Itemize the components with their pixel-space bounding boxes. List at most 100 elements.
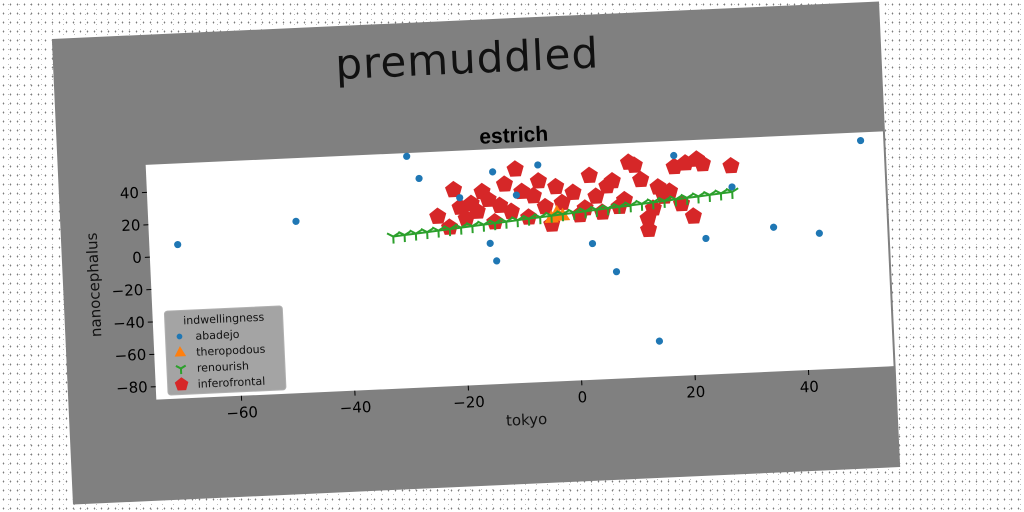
legend: indwellingnessabadejotheropodousrenouris…	[163, 305, 287, 396]
point-abadejo	[403, 152, 411, 160]
x-axis-label: tokyo	[506, 410, 548, 430]
point-renourish	[510, 215, 525, 228]
y-tick-label: −80	[116, 378, 148, 397]
point-renourish	[691, 191, 705, 204]
point-abadejo	[486, 239, 494, 247]
point-renourish	[420, 227, 434, 240]
point-renourish	[725, 187, 739, 199]
point-abadejo	[588, 239, 597, 248]
legend-title: indwellingness	[183, 311, 265, 328]
point-inferofrontal	[529, 172, 547, 189]
point-inferofrontal	[429, 207, 447, 225]
x-tick-label: −40	[339, 398, 371, 417]
point-renourish	[443, 224, 457, 237]
point-renourish	[646, 197, 660, 210]
x-tick-label: 20	[686, 383, 706, 402]
point-abadejo	[415, 174, 423, 183]
point-inferofrontal	[640, 220, 658, 238]
series-abadejo	[174, 136, 865, 345]
point-inferofrontal	[520, 208, 538, 225]
point-inferofrontal	[660, 182, 679, 199]
legend-label-abadejo: abadejo	[195, 328, 240, 343]
plot-area	[145, 131, 894, 400]
point-renourish	[476, 220, 491, 232]
point-abadejo	[612, 268, 621, 276]
point-renourish	[431, 225, 445, 238]
point-inferofrontal	[440, 218, 459, 235]
point-renourish	[556, 209, 570, 222]
point-renourish	[589, 205, 604, 217]
point-renourish	[714, 188, 728, 201]
point-renourish	[680, 193, 694, 205]
x-tick-label: 40	[799, 378, 819, 397]
point-renourish	[465, 221, 479, 234]
point-inferofrontal	[580, 166, 598, 184]
point-renourish	[488, 218, 502, 231]
point-inferofrontal	[722, 156, 740, 174]
y-tick-label: 0	[132, 249, 142, 267]
point-renourish	[544, 211, 558, 223]
point-inferofrontal	[603, 172, 621, 189]
x-tick-label: −60	[226, 403, 258, 422]
point-renourish	[397, 230, 412, 243]
point-abadejo	[670, 151, 678, 160]
point-renourish	[567, 208, 581, 220]
point-inferofrontal	[495, 175, 513, 192]
point-inferofrontal	[625, 156, 643, 173]
point-abadejo	[728, 183, 736, 191]
point-inferofrontal	[684, 207, 702, 224]
point-renourish	[533, 212, 547, 225]
point-inferofrontal	[632, 170, 650, 188]
legend-marker-abadejo	[176, 333, 183, 340]
point-renourish	[601, 203, 615, 216]
legend-marker-renourish	[175, 364, 187, 375]
point-inferofrontal	[468, 202, 486, 220]
point-abadejo	[655, 337, 664, 345]
y-tick-label: −40	[113, 313, 145, 332]
legend-marker-theropodous	[174, 346, 187, 357]
point-abadejo	[493, 257, 501, 265]
point-renourish	[578, 206, 592, 219]
point-abadejo	[769, 223, 778, 231]
point-renourish	[623, 200, 637, 213]
series-renourish	[386, 187, 739, 244]
x-tick-label: 0	[577, 388, 587, 406]
y-tick-label: −20	[111, 281, 143, 300]
point-abadejo	[456, 194, 464, 202]
point-abadejo	[815, 229, 823, 237]
legend-label-renourish: renourish	[197, 359, 250, 374]
series-inferofrontal	[429, 150, 740, 238]
point-inferofrontal	[506, 160, 524, 177]
chart-figure: premuddled estrich −60 −40 −20 0 20 40 −80 −60−…	[51, 1, 901, 505]
legend-label-inferofrontal: inferofrontal	[197, 375, 265, 391]
point-inferofrontal	[547, 177, 565, 195]
point-inferofrontal	[693, 154, 711, 172]
legend-marker-inferofrontal	[174, 377, 189, 391]
point-abadejo	[489, 168, 497, 176]
point-abadejo	[512, 191, 521, 199]
point-renourish	[702, 190, 717, 202]
axes-title: estrich	[479, 123, 549, 149]
point-abadejo	[174, 240, 182, 249]
x-tick-label: −20	[453, 393, 485, 412]
point-inferofrontal	[444, 180, 463, 198]
point-abadejo	[292, 217, 300, 225]
y-tick-label: 40	[119, 184, 139, 203]
point-renourish	[612, 202, 626, 214]
y-tick-label: 20	[121, 216, 141, 235]
point-inferofrontal	[524, 186, 542, 204]
y-tick-label: −60	[114, 346, 146, 365]
point-renourish	[657, 196, 671, 208]
point-inferofrontal	[536, 197, 554, 215]
legend-box	[163, 305, 287, 396]
point-renourish	[499, 217, 513, 229]
point-inferofrontal	[553, 193, 571, 211]
point-renourish	[522, 214, 536, 226]
point-inferofrontal	[587, 187, 605, 204]
point-inferofrontal	[486, 213, 504, 230]
point-renourish	[635, 199, 649, 211]
point-inferofrontal	[564, 183, 582, 201]
legend-label-theropodous: theropodous	[196, 343, 266, 359]
point-abadejo	[856, 136, 865, 145]
point-renourish	[409, 228, 423, 241]
